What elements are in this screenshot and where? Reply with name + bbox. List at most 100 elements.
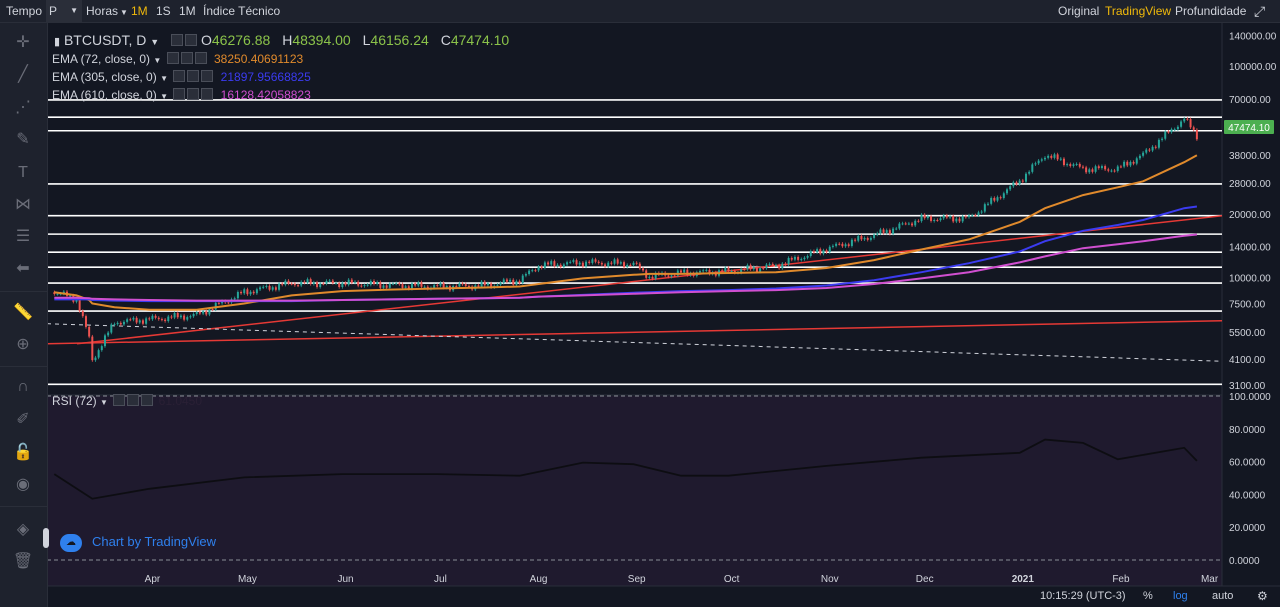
horizontal-levels[interactable] (47, 99, 1222, 561)
horas-dropdown[interactable]: Horas ▼ (86, 0, 128, 22)
candle (490, 283, 493, 288)
candle (483, 281, 486, 286)
candle (154, 315, 157, 318)
candle (246, 289, 249, 295)
interval-1mo-button[interactable]: 1M (179, 4, 196, 18)
view-depth-button[interactable]: Profundidade (1175, 4, 1247, 18)
watermark[interactable]: ☁ Chart by TradingView (60, 530, 216, 554)
candle (328, 280, 331, 282)
settings-icon[interactable] (171, 34, 184, 46)
candle (809, 251, 812, 256)
eye-icon[interactable]: ◉ (16, 476, 30, 493)
layers-icon[interactable]: ◈ (16, 521, 30, 538)
percent-toggle[interactable]: % (1143, 590, 1153, 602)
settings-icon[interactable] (113, 394, 126, 406)
candle (100, 346, 103, 351)
crosshair-icon[interactable]: ✛ (16, 34, 30, 51)
auto-toggle[interactable]: auto (1212, 590, 1234, 602)
candle (873, 234, 876, 238)
candle (281, 283, 284, 285)
symbol-select[interactable]: P ▼ (46, 0, 82, 22)
toolbar-collapse-handle[interactable] (43, 528, 49, 548)
candle (297, 285, 300, 287)
y-tick-label: 70000.00 (1229, 95, 1271, 106)
lock-drawing-icon[interactable]: ✐ (16, 411, 30, 428)
caret-down-icon[interactable]: ▼ (153, 56, 162, 65)
candle (94, 357, 97, 361)
close-icon[interactable] (201, 70, 214, 82)
candle (521, 275, 524, 283)
candle (835, 243, 838, 246)
eye-icon[interactable] (127, 394, 140, 406)
view-original-button[interactable]: Original (1058, 4, 1100, 18)
measure-icon[interactable]: ☰ (15, 228, 31, 245)
legend-ema2: EMA (305, close, 0) ▼ 21897.95668825 (52, 70, 311, 84)
caret-down-icon[interactable]: ▼ (160, 74, 168, 83)
settings-icon[interactable] (166, 52, 179, 64)
candle (1021, 180, 1024, 182)
rsi-axis[interactable]: 100.0000 80.0000 60.0000 40.0000 20.0000 0.00… (1229, 392, 1271, 567)
candle (1132, 162, 1135, 164)
candle (1005, 189, 1008, 194)
close-icon[interactable] (194, 52, 207, 64)
candle (885, 230, 888, 233)
candle (303, 281, 306, 283)
text-icon[interactable]: T (18, 164, 28, 181)
caret-down-icon: ▼ (120, 8, 128, 17)
candle (654, 272, 657, 279)
eye-icon[interactable] (187, 70, 200, 82)
view-tradingview-button[interactable]: TradingView (1105, 4, 1172, 18)
caret-down-icon[interactable]: ▼ (100, 398, 108, 407)
settings-icon[interactable] (173, 88, 186, 100)
trash-icon[interactable]: 🗑 (12, 553, 34, 570)
fullscreen-icon[interactable]: ⤢ (1254, 3, 1266, 19)
candle (828, 246, 831, 253)
settings-icon[interactable]: ⚙ (1257, 589, 1268, 603)
fib-icon[interactable]: ⋰ (15, 99, 31, 116)
close-icon[interactable] (141, 394, 154, 406)
candle (433, 285, 436, 288)
price-axis[interactable]: 140000.00 100000.00 70000.00 38000.00 28000.… (1229, 31, 1277, 391)
indicators-button[interactable]: Índice Técnico (203, 4, 281, 18)
candle (170, 316, 173, 318)
candle (455, 285, 458, 287)
candle (84, 316, 87, 327)
candle (680, 270, 682, 273)
candle (569, 261, 572, 263)
candle (398, 283, 401, 285)
candle (987, 203, 990, 205)
lock-icon[interactable]: 🔓 (13, 444, 33, 461)
caret-down-icon[interactable]: ▼ (160, 92, 168, 101)
time-axis[interactable]: Apr May Jun Jul Aug Sep Oct Nov Dec 2021 Feb Mar (145, 574, 1219, 585)
candle (803, 257, 806, 260)
candle (1088, 169, 1091, 173)
candle (667, 275, 670, 277)
eye-icon[interactable] (187, 88, 200, 100)
interval-1m-button[interactable]: 1M (131, 4, 148, 18)
zoom-icon[interactable]: ⊕ (16, 336, 30, 353)
trend-line-icon[interactable]: ╱ (18, 66, 28, 83)
candle (1195, 129, 1198, 140)
trend-lines[interactable] (46, 214, 1223, 362)
candle (322, 283, 325, 285)
back-arrow-icon[interactable]: ⬅ (16, 260, 30, 277)
price-tag: 47474.10 (1224, 120, 1274, 134)
eye-icon[interactable] (180, 52, 193, 64)
candle (831, 245, 834, 247)
magnet-icon[interactable]: ∩ (17, 378, 29, 395)
candle (977, 212, 980, 216)
candle (559, 264, 562, 268)
settings-icon[interactable] (173, 70, 186, 82)
candle (999, 197, 1002, 199)
pattern-icon[interactable]: ⋈ (15, 196, 31, 213)
y-tick-label: 20000.00 (1229, 210, 1271, 221)
candle (531, 270, 534, 272)
log-toggle[interactable]: log (1173, 590, 1188, 602)
caret-down-icon[interactable]: ▼ (150, 37, 160, 47)
ruler-icon[interactable]: 📏 (13, 304, 33, 321)
eye-icon[interactable] (185, 34, 198, 46)
close-icon[interactable] (201, 88, 214, 100)
brush-icon[interactable]: ✎ (16, 131, 30, 148)
interval-1s-button[interactable]: 1S (156, 4, 171, 18)
